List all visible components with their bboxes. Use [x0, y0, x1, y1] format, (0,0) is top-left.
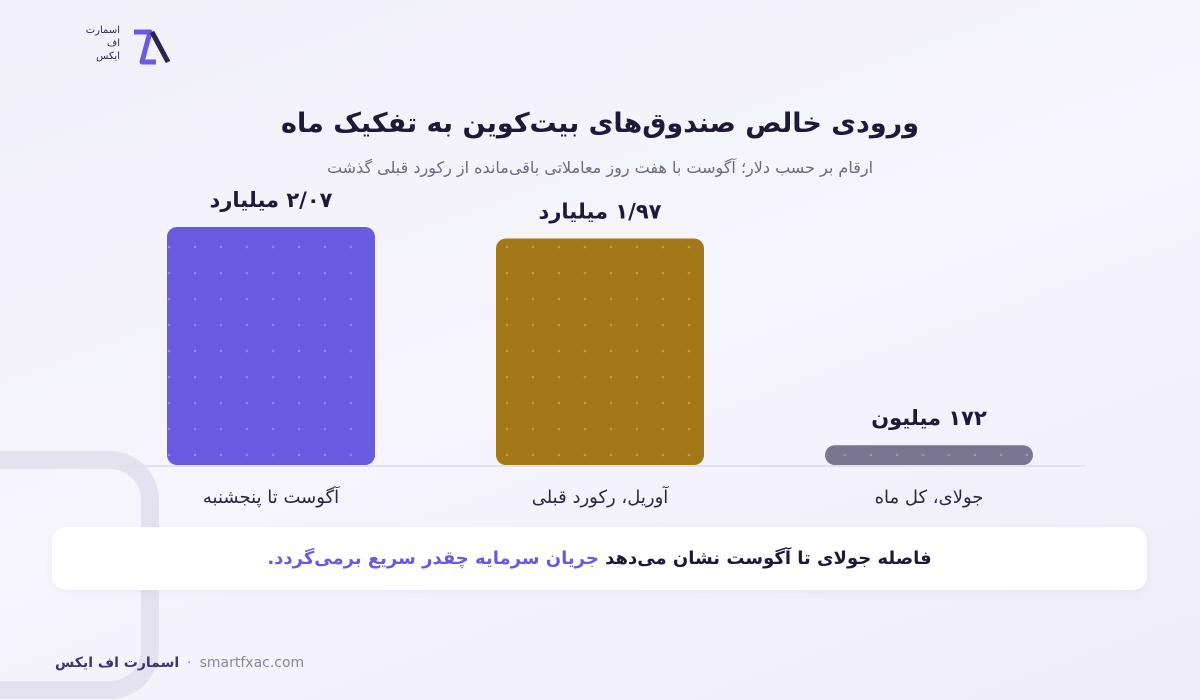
x-tick-label: جولای، کل ماه: [875, 487, 984, 508]
bar: [496, 238, 704, 465]
footer-brand: اسمارت اف ایکس: [55, 655, 180, 671]
bar: [167, 227, 375, 465]
logo-line: اف: [106, 38, 120, 49]
footer-url: smartfxac.com: [199, 655, 305, 671]
x-tick-label: آگوست تا پنجشنبه: [203, 485, 340, 508]
logo-mark: [134, 29, 171, 65]
value-label: ۲/۰۷ میلیارد: [210, 188, 333, 212]
footer-separator: ·: [187, 655, 192, 671]
chart-subtitle: ارقام بر حسب دلار؛ آگوست با هفت روز معام…: [326, 158, 874, 177]
logo-line: اسمارت: [85, 25, 120, 36]
logo-text: اسمارت اف ایکس: [72, 24, 120, 63]
footer: اسمارت اف ایکس · smartfxac.com: [55, 655, 304, 671]
chart-title: ورودی خالص صندوق‌های بیت‌کوین به تفکیک م…: [281, 108, 919, 139]
note-box: فاصله جولای تا آگوست نشان می‌دهد جریان س…: [52, 527, 1147, 590]
bar: [825, 445, 1033, 465]
note-highlight: جریان سرمایه چقدر سریع برمی‌گردد.: [267, 548, 599, 569]
value-label: ۱۷۲ میلیون: [871, 406, 987, 430]
logo-line: ایکس: [96, 51, 120, 62]
x-tick-label: آوریل، رکورد قبلی: [532, 485, 670, 508]
note-text: فاصله جولای تا آگوست نشان می‌دهد: [605, 548, 932, 569]
value-label: ۱/۹۷ میلیارد: [539, 199, 662, 223]
